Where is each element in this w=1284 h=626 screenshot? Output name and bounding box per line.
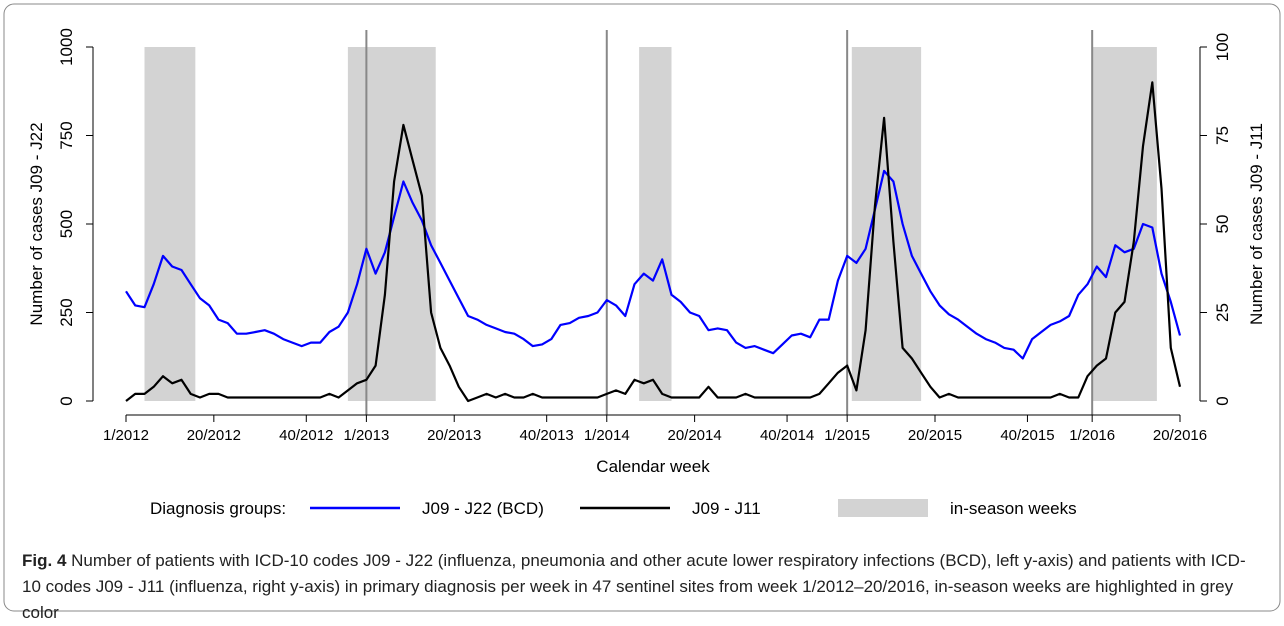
season-band: [1092, 47, 1157, 401]
caption-text: Number of patients with ICD-10 codes J09…: [22, 551, 1246, 622]
x-tick-label: 1/2015: [824, 427, 870, 444]
legend-title: Diagnosis groups:: [150, 499, 286, 518]
legend-label: J09 - J22 (BCD): [422, 499, 544, 518]
x-tick-label: 1/2016: [1069, 427, 1115, 444]
season-band: [144, 47, 196, 401]
x-tick-label: 1/2012: [103, 427, 149, 444]
y2-axis-label: Number of cases J09 - J11: [1247, 123, 1266, 325]
y2-tick-label: 100: [1213, 33, 1232, 61]
x-tick-label: 20/2016: [1153, 427, 1207, 444]
y-tick-label: 1000: [57, 28, 76, 66]
x-tick-label: 1/2014: [584, 427, 630, 444]
caption: Fig. 4 Number of patients with ICD-10 co…: [22, 548, 1262, 626]
x-tick-label: 40/2014: [760, 427, 814, 444]
y2-tick-label: 50: [1213, 215, 1232, 234]
y2-tick-label: 75: [1213, 126, 1232, 145]
legend-label: in-season weeks: [950, 499, 1077, 518]
y-tick-label: 500: [57, 210, 76, 238]
x-tick-label: 20/2014: [667, 427, 721, 444]
caption-label: Fig. 4: [22, 551, 67, 570]
season-band: [639, 47, 672, 401]
y2-tick-label: 25: [1213, 303, 1232, 322]
y-tick-label: 0: [57, 396, 76, 405]
x-axis-label: Calendar week: [596, 457, 710, 476]
y2-tick-label: 0: [1213, 396, 1232, 405]
x-tick-label: 20/2015: [908, 427, 962, 444]
x-tick-label: 40/2015: [1000, 427, 1054, 444]
x-tick-label: 20/2012: [187, 427, 241, 444]
legend-swatch: [838, 499, 928, 517]
x-tick-label: 1/2013: [343, 427, 389, 444]
y-axis-label: Number of cases J09 - J22: [27, 122, 46, 325]
x-tick-label: 40/2013: [520, 427, 574, 444]
legend-label: J09 - J11: [692, 499, 761, 518]
series-line: [125, 169, 1182, 360]
x-tick-label: 40/2012: [279, 427, 333, 444]
figure-frame: [3, 3, 1281, 612]
y-tick-label: 250: [57, 298, 76, 326]
series-line: [125, 81, 1182, 403]
y-tick-label: 750: [57, 121, 76, 149]
x-tick-label: 20/2013: [427, 427, 481, 444]
